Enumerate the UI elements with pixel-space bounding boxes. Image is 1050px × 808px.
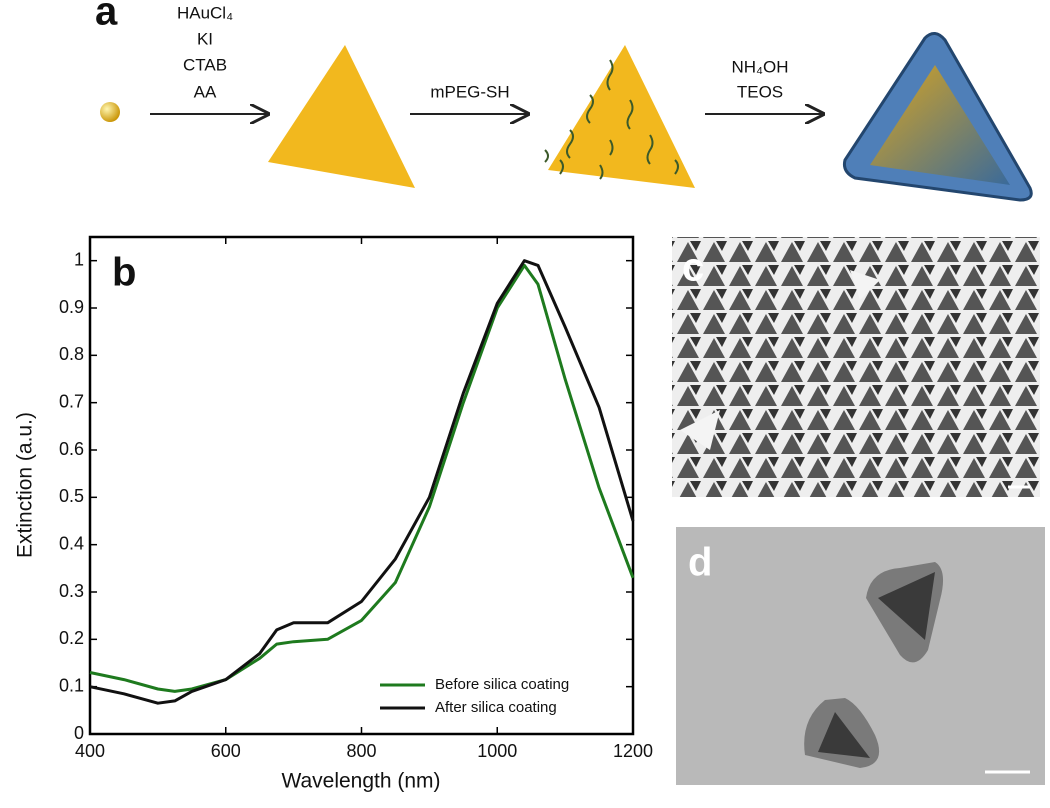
panel-label: a xyxy=(95,0,118,34)
reagent: HAuCl₄ xyxy=(177,3,233,22)
x-tick-label: 600 xyxy=(211,741,241,761)
y-tick-label: 0.9 xyxy=(59,297,84,317)
tem-gap xyxy=(680,270,880,450)
prism-core xyxy=(818,712,870,758)
scheme: a HAuCl₄ KI CTAB AA mPEG-SH NH₄OH TEOS xyxy=(95,0,1033,202)
reagent: NH₄OH xyxy=(732,57,789,76)
panel-label: b xyxy=(112,251,136,295)
seed xyxy=(100,102,120,122)
y-tick-label: 0.7 xyxy=(59,391,84,411)
panel-label: d xyxy=(688,541,712,585)
y-tick-label: 0.3 xyxy=(59,581,84,601)
series-line xyxy=(89,259,635,705)
y-tick-label: 0.4 xyxy=(59,533,84,553)
legend-label: Before silica coating xyxy=(435,676,569,693)
x-tick-label: 800 xyxy=(346,741,376,761)
y-tick-label: 0.8 xyxy=(59,344,84,364)
x-tick-label: 1200 xyxy=(613,741,653,761)
y-tick-label: 0.1 xyxy=(59,675,84,695)
core xyxy=(870,65,1010,185)
reagent: CTAB xyxy=(183,55,227,74)
y-tick-label: 0.5 xyxy=(59,486,84,506)
reagent: TEOS xyxy=(737,82,783,101)
legend-label: After silica coating xyxy=(435,699,557,716)
x-axis-label: Wavelength (nm) xyxy=(281,770,440,793)
reagent: AA xyxy=(194,82,217,101)
y-tick-label: 1 xyxy=(74,249,84,269)
panel-label: c xyxy=(682,246,704,290)
y-tick-label: 0.2 xyxy=(59,628,84,648)
series-line xyxy=(89,263,635,693)
y-axis-label: Extinction (a.u.) xyxy=(14,412,37,558)
x-tick-label: 1000 xyxy=(477,741,517,761)
x-tick-label: 400 xyxy=(75,741,105,761)
pegylated-prism xyxy=(548,45,695,188)
prism-core xyxy=(878,572,935,640)
y-tick-label: 0 xyxy=(74,723,84,743)
reagent: KI xyxy=(197,29,213,48)
y-tick-label: 0.6 xyxy=(59,439,84,459)
plot: 0 0.1 0.2 0.3 0.4 0.5 0.6 0.7 0.8 0.9 1 400 600 800 10… xyxy=(59,237,653,761)
nanoprism xyxy=(268,45,415,188)
plot-frame xyxy=(88,235,635,736)
peg-chains xyxy=(544,59,679,180)
reagent: mPEG-SH xyxy=(430,82,509,101)
